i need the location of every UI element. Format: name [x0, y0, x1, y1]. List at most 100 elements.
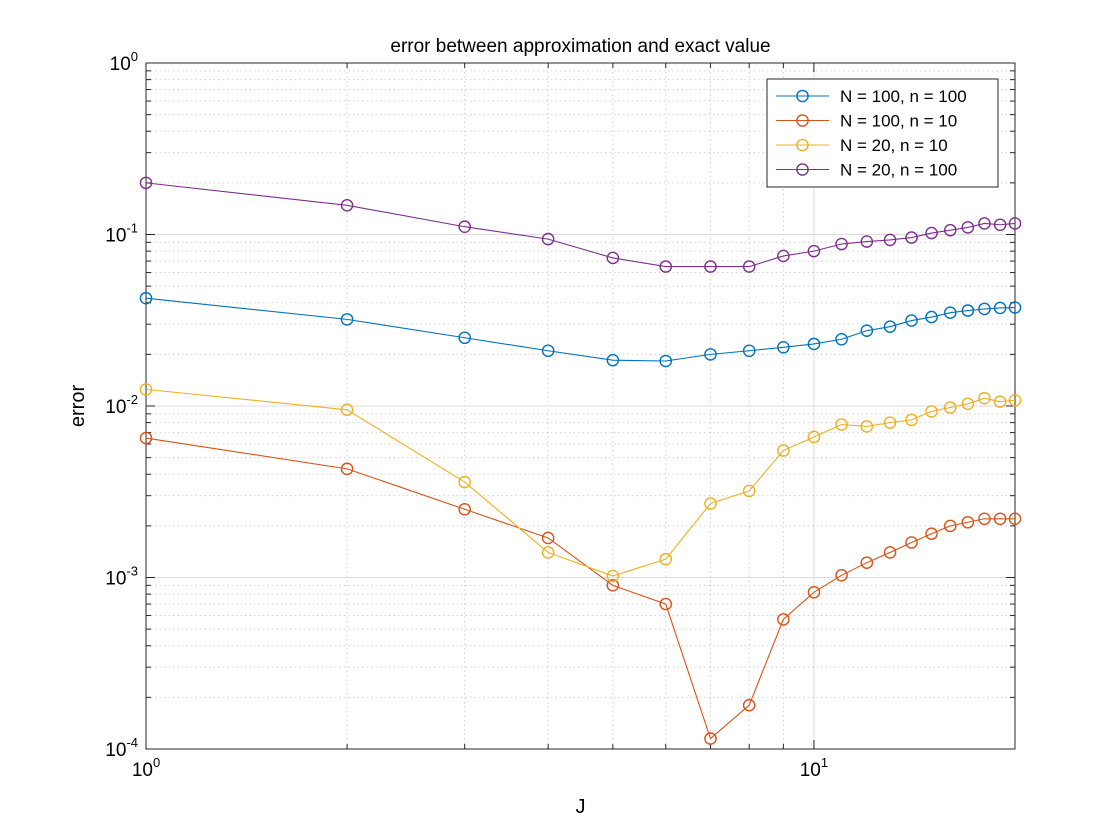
legend-item: N = 20, n = 100: [776, 161, 957, 180]
tick-marks: [145, 62, 1015, 750]
tick-labels: 100 101 10-4 10-3 10-2 10-1 100: [105, 49, 828, 781]
legend-marker: [796, 89, 809, 103]
legend-marker: [796, 138, 809, 152]
data-point: [835, 418, 848, 431]
data-point: [704, 348, 717, 361]
data-point: [807, 244, 821, 258]
data-point: [1008, 217, 1022, 230]
series-layer: [139, 176, 1022, 745]
data-point: [340, 313, 354, 326]
data-point: [458, 475, 471, 489]
data-point: [860, 420, 874, 433]
data-point: [993, 512, 1007, 526]
series-2: [139, 431, 1022, 745]
data-point: [606, 569, 620, 583]
legend-marker: [796, 163, 809, 176]
data-point: [993, 218, 1007, 232]
data-point: [943, 519, 957, 533]
data-point: [1008, 512, 1022, 526]
data-point: [978, 512, 991, 526]
data-point: [704, 260, 717, 273]
data-point: [978, 217, 991, 230]
legend-label: N = 100, n = 100: [840, 87, 967, 106]
data-point: [905, 231, 918, 244]
data-point: [541, 344, 555, 358]
data-point: [905, 413, 918, 427]
chart-title: error between approximation and exact va…: [390, 36, 770, 57]
data-point: [458, 220, 471, 234]
data-point: [541, 546, 555, 559]
legend-label: N = 100, n = 10: [840, 112, 957, 131]
data-point: [961, 397, 975, 411]
data-point: [742, 484, 756, 498]
data-point: [883, 546, 897, 559]
data-point: [860, 556, 874, 569]
data-point: [961, 515, 975, 529]
data-point: [835, 237, 848, 251]
data-point: [943, 401, 957, 414]
y-tick-label: 10-4: [105, 735, 138, 761]
y-tick-label: 10-1: [105, 221, 138, 247]
data-point: [742, 260, 756, 273]
data-point: [993, 395, 1007, 408]
data-point: [659, 552, 673, 566]
data-point: [139, 383, 153, 396]
data-point: [659, 597, 673, 611]
data-point: [139, 176, 153, 190]
series-line: [145, 388, 1016, 577]
data-point: [925, 310, 938, 324]
y-tick-label: 10-2: [105, 392, 138, 418]
data-point: [704, 732, 717, 745]
data-point: [883, 233, 897, 247]
data-point: [340, 199, 354, 212]
data-point: [458, 331, 471, 345]
minor-grid: [146, 63, 1015, 749]
y-tick-label: 10-3: [105, 564, 138, 590]
data-point: [742, 698, 756, 712]
data-point: [978, 302, 991, 316]
data-point: [835, 332, 848, 346]
data-point: [961, 304, 975, 317]
data-point: [777, 249, 790, 263]
data-point: [742, 344, 756, 358]
x-tick-label: 100: [132, 755, 160, 781]
y-axis-label: error: [67, 385, 89, 428]
legend-item: N = 100, n = 100: [776, 87, 967, 106]
data-point: [139, 431, 153, 445]
data-point: [340, 403, 354, 417]
legend-item: N = 100, n = 10: [776, 112, 957, 131]
series-line: [145, 437, 1015, 740]
data-point: [807, 585, 821, 599]
data-point: [541, 232, 555, 246]
legend-marker: [796, 114, 809, 127]
data-point: [139, 291, 153, 305]
data-point: [860, 235, 874, 248]
series-1: [139, 291, 1022, 368]
x-tick-label: 101: [800, 755, 828, 781]
data-point: [925, 527, 938, 541]
data-point: [606, 579, 620, 592]
series-3: [139, 383, 1022, 583]
data-point: [925, 405, 938, 418]
y-tick-label: 100: [110, 49, 138, 75]
data-point: [1008, 393, 1022, 407]
series-line: [145, 297, 1016, 362]
data-point: [883, 320, 897, 333]
data-point: [835, 568, 848, 582]
data-point: [458, 502, 471, 516]
series-4: [139, 176, 1022, 273]
data-point: [905, 314, 918, 327]
legend: N = 100, n = 100 N = 100, n = 10 N = 20, n…: [766, 78, 999, 188]
data-point: [943, 306, 957, 319]
data-point: [606, 251, 620, 265]
data-point: [905, 536, 918, 549]
data-point: [807, 337, 821, 351]
x-axis-label: J: [576, 796, 586, 818]
data-point: [925, 226, 938, 240]
data-point: [860, 324, 874, 337]
legend-item: N = 20, n = 10: [776, 136, 948, 155]
data-point: [807, 430, 821, 444]
data-point: [659, 260, 673, 273]
data-point: [541, 531, 555, 545]
